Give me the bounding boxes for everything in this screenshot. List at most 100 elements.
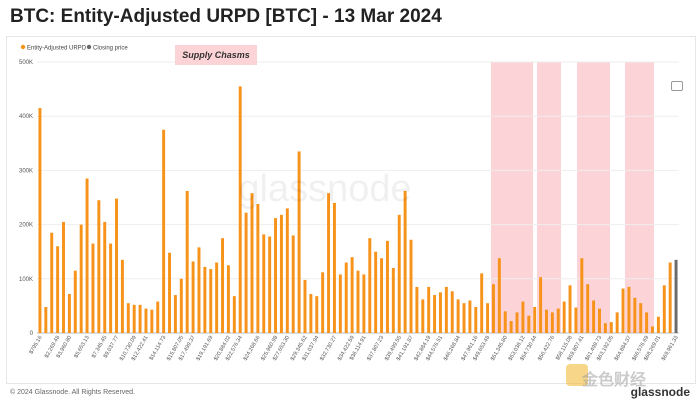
- urpd-bar: [79, 224, 83, 333]
- legend-swatch-closing: [86, 44, 92, 50]
- y-tick-label: 100K: [19, 277, 33, 283]
- urpd-bar: [433, 295, 437, 333]
- supply-chasms-label-bg: [175, 45, 257, 65]
- legend: Entity-Adjusted URPD Closing price: [20, 44, 128, 52]
- urpd-bar: [409, 239, 413, 333]
- legend-swatch-urpd: [20, 44, 26, 50]
- urpd-bar: [315, 296, 319, 333]
- urpd-bar: [338, 274, 342, 333]
- urpd-bar: [309, 293, 313, 333]
- urpd-bar: [44, 306, 48, 333]
- closing-price-bar: [674, 259, 678, 333]
- urpd-bar: [491, 284, 495, 333]
- urpd-bar: [344, 262, 348, 333]
- urpd-bar: [651, 326, 654, 333]
- x-tick-label: $5,653.13: [73, 335, 90, 359]
- y-tick-label: 0: [30, 331, 34, 337]
- y-tick-label: 300K: [19, 168, 33, 174]
- urpd-bar: [109, 243, 113, 333]
- urpd-bar: [627, 286, 631, 333]
- urpd-bar: [468, 300, 472, 333]
- urpd-bar: [50, 232, 54, 333]
- urpd-bar: [85, 178, 89, 333]
- urpd-bar: [550, 312, 554, 333]
- urpd-bar: [203, 266, 207, 333]
- urpd-bar: [592, 300, 596, 333]
- urpd-bar: [639, 303, 643, 333]
- legend-label-closing: Closing price: [93, 46, 128, 52]
- urpd-bar: [380, 258, 384, 333]
- urpd-bar: [603, 323, 607, 333]
- supply-chasm-band: [491, 62, 533, 333]
- chart-svg: 0 100K 200K 300K 400K 500K $795.16 $2,269.48$3…: [19, 44, 680, 362]
- urpd-bar: [486, 303, 490, 333]
- urpd-bar: [533, 306, 537, 333]
- urpd-bar: [232, 296, 236, 333]
- x-tick-label: $69,961.33: [661, 335, 680, 362]
- urpd-bar: [156, 301, 160, 333]
- urpd-bar: [615, 312, 619, 333]
- urpd-bar: [38, 108, 42, 333]
- urpd-bar: [209, 269, 213, 333]
- urpd-bar: [586, 284, 590, 333]
- urpd-bar: [291, 235, 295, 333]
- urpd-bar: [450, 291, 454, 333]
- urpd-bar: [403, 190, 407, 333]
- urpd-bar: [103, 221, 107, 333]
- urpd-bar: [462, 303, 466, 333]
- urpd-bar: [168, 252, 171, 333]
- chart-title: BTC: Entity-Adjusted URPD [BTC] - 13 Mar…: [10, 6, 442, 27]
- x-tick-label: $32,730.27: [319, 335, 338, 362]
- urpd-bar: [138, 304, 142, 333]
- urpd-bar: [645, 312, 649, 333]
- watermark: glassnode: [238, 168, 411, 210]
- bar-series: [38, 86, 678, 333]
- urpd-bar: [574, 307, 578, 333]
- copyright-text: © 2024 Glassnode. All Rights Reserved.: [10, 389, 136, 396]
- x-tick-label: $24,268.66: [243, 335, 262, 362]
- urpd-bar: [527, 315, 531, 333]
- urpd-bar: [621, 288, 625, 333]
- urpd-bar: [221, 238, 225, 333]
- urpd-bar: [444, 286, 448, 333]
- x-tick-label: $37,807.23: [366, 335, 385, 362]
- urpd-bar: [173, 295, 177, 333]
- supply-chasms-label: Supply Chasms: [182, 50, 250, 60]
- urpd-bar: [126, 303, 130, 333]
- urpd-bar: [385, 240, 389, 333]
- urpd-bar: [321, 272, 325, 333]
- urpd-bar: [503, 311, 507, 333]
- urpd-bar: [56, 246, 60, 333]
- x-tick-label: $14,114.73: [149, 335, 168, 361]
- urpd-bar: [191, 261, 195, 333]
- urpd-bar: [179, 278, 183, 333]
- x-tick-label: $795.16: [29, 335, 44, 355]
- brand-logo-text: glassnode: [630, 385, 690, 399]
- urpd-bar: [415, 286, 419, 333]
- urpd-bar: [545, 309, 548, 333]
- urpd-bar: [73, 270, 77, 333]
- camera-icon[interactable]: [671, 81, 683, 91]
- urpd-bar: [562, 301, 566, 333]
- x-tick-label: $51,345.80: [490, 335, 509, 362]
- urpd-bar: [250, 193, 254, 333]
- urpd-bar: [668, 262, 672, 333]
- urpd-bar: [274, 218, 278, 333]
- urpd-bar: [556, 308, 560, 333]
- urpd-bar: [656, 316, 660, 333]
- urpd-bar: [91, 243, 95, 333]
- corner-watermark: 金色财经: [581, 372, 646, 389]
- urpd-bar: [215, 262, 219, 333]
- urpd-bar: [297, 151, 301, 333]
- x-tick-label: $19,191.69: [196, 335, 215, 362]
- urpd-bar: [356, 270, 360, 333]
- urpd-bar: [327, 193, 331, 333]
- urpd-bar: [497, 258, 501, 333]
- x-tick-label: $56,422.76: [537, 335, 556, 362]
- urpd-bar: [515, 312, 519, 333]
- urpd-bar: [132, 304, 136, 333]
- urpd-bar: [397, 214, 401, 333]
- urpd-bar: [374, 251, 378, 333]
- urpd-bar: [427, 286, 431, 333]
- urpd-bar: [67, 293, 71, 333]
